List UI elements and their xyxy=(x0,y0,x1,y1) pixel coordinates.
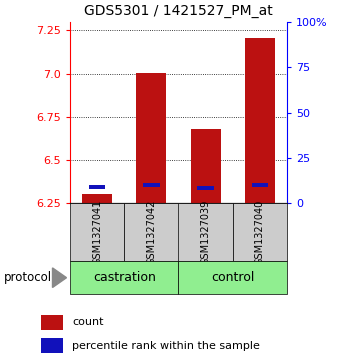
Bar xyxy=(41,338,63,353)
Text: GSM1327042: GSM1327042 xyxy=(146,200,156,265)
Bar xyxy=(136,73,166,203)
Polygon shape xyxy=(52,268,66,287)
Text: protocol: protocol xyxy=(4,271,52,284)
Text: GSM1327041: GSM1327041 xyxy=(92,200,102,265)
Bar xyxy=(178,261,287,294)
Title: GDS5301 / 1421527_PM_at: GDS5301 / 1421527_PM_at xyxy=(84,4,273,18)
Bar xyxy=(124,203,178,261)
Bar xyxy=(233,203,287,261)
Text: castration: castration xyxy=(93,271,156,284)
Text: control: control xyxy=(211,271,254,284)
Bar xyxy=(197,186,214,190)
Text: GSM1327040: GSM1327040 xyxy=(255,200,265,265)
Bar xyxy=(252,183,268,187)
Bar xyxy=(89,185,105,189)
Bar xyxy=(70,261,178,294)
Bar xyxy=(191,130,220,203)
Bar xyxy=(82,194,112,203)
Bar xyxy=(143,183,160,187)
Bar xyxy=(178,203,233,261)
Bar xyxy=(245,38,275,203)
Text: percentile rank within the sample: percentile rank within the sample xyxy=(72,340,260,351)
Bar xyxy=(41,315,63,330)
Text: count: count xyxy=(72,317,104,327)
Bar xyxy=(70,203,124,261)
Text: GSM1327039: GSM1327039 xyxy=(201,200,211,265)
